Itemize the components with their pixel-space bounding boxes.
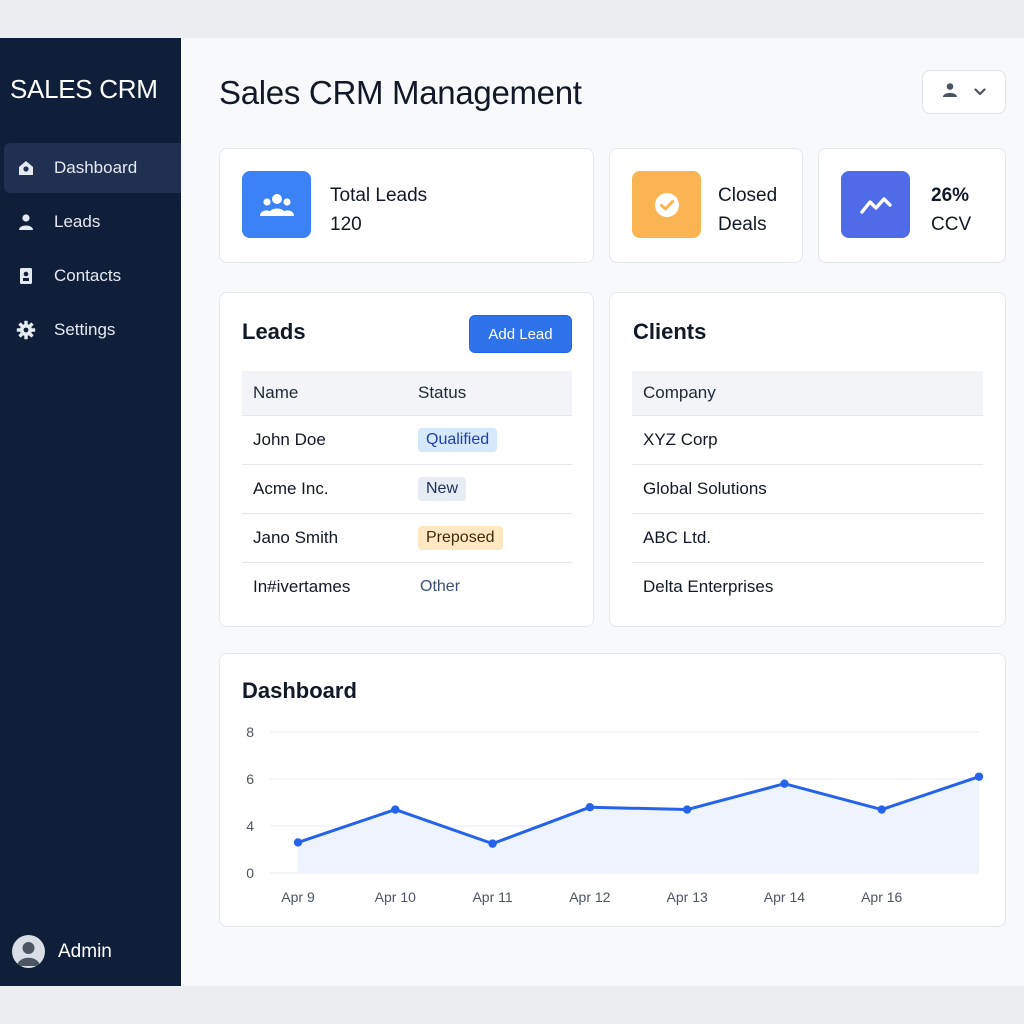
x-tick-label: Apr 16 bbox=[861, 889, 902, 905]
x-tick-label: Apr 13 bbox=[667, 889, 708, 905]
y-tick-label: 0 bbox=[246, 865, 254, 881]
data-point[interactable] bbox=[780, 779, 789, 788]
column-header-status[interactable]: Status bbox=[407, 371, 572, 415]
contact-card-icon bbox=[16, 266, 36, 286]
user-icon bbox=[16, 212, 36, 232]
company-name: XYZ Corp bbox=[632, 414, 983, 464]
lead-name: In#ivertames bbox=[242, 561, 407, 611]
x-tick-label: Apr 11 bbox=[472, 889, 512, 905]
table-row[interactable]: John Doe Qualified bbox=[242, 414, 572, 464]
leads-card: Leads Add Lead Name Status John Doe Qual… bbox=[219, 292, 594, 627]
data-point[interactable] bbox=[682, 805, 692, 814]
main-content: Sales CRM Management bbox=[181, 38, 1024, 986]
y-tick-label: 8 bbox=[246, 724, 254, 740]
company-name: Delta Enterprises bbox=[632, 561, 983, 611]
sidebar-item-label: Leads bbox=[54, 212, 101, 231]
status-badge: Preposed bbox=[418, 525, 503, 550]
company-name: ABC Ltd. bbox=[632, 512, 983, 562]
trend-icon bbox=[841, 171, 910, 238]
y-tick-label: 6 bbox=[246, 771, 254, 787]
sidebar-item-dashboard[interactable]: Dashboard bbox=[4, 143, 181, 193]
x-tick-label: Apr 9 bbox=[281, 889, 315, 905]
data-point[interactable] bbox=[877, 805, 886, 814]
leads-title: Leads bbox=[242, 319, 306, 344]
stat-value: 26% bbox=[931, 185, 970, 206]
x-tick-label: Apr 14 bbox=[764, 889, 805, 905]
table-row[interactable]: XYZ Corp bbox=[632, 414, 983, 464]
stat-value: 120 bbox=[330, 214, 362, 235]
clients-title: Clients bbox=[633, 319, 707, 344]
home-icon bbox=[16, 158, 36, 178]
table-row[interactable]: Global Solutions bbox=[632, 463, 983, 513]
chart-title: Dashboard bbox=[242, 678, 357, 703]
leads-table: Name Status John Doe Qualified Acme Inc.… bbox=[242, 371, 572, 611]
app-window: SALES CRM Dashboard Leads Contacts bbox=[0, 38, 1024, 986]
sidebar-item-label: Dashboard bbox=[54, 158, 138, 177]
sidebar-item-label: Settings bbox=[54, 320, 116, 339]
clients-table: Company XYZ Corp Global Solutions ABC Lt… bbox=[632, 371, 983, 611]
stat-card-closed-deals: Closed Deals bbox=[609, 148, 803, 263]
data-point[interactable] bbox=[974, 772, 984, 781]
brand-logo: SALES CRM bbox=[10, 74, 158, 104]
user-profile[interactable]: Admin bbox=[12, 935, 112, 968]
series-line bbox=[297, 775, 980, 846]
stat-label: CCV bbox=[931, 214, 972, 235]
table-row[interactable]: Acme Inc. New bbox=[242, 463, 572, 513]
data-point[interactable] bbox=[391, 805, 400, 814]
sidebar-item-settings[interactable]: Settings bbox=[4, 305, 181, 355]
stat-label: Total Leads bbox=[330, 185, 428, 206]
lead-name: Jano Smith bbox=[242, 512, 407, 562]
status-badge: Qualified bbox=[418, 427, 498, 452]
check-circle-icon bbox=[632, 171, 701, 238]
column-header-company[interactable]: Company bbox=[632, 371, 983, 415]
stat-label: Closed bbox=[718, 185, 778, 206]
y-tick-label: 4 bbox=[246, 818, 254, 834]
users-icon bbox=[242, 171, 311, 238]
stat-label: Deals bbox=[718, 214, 767, 235]
x-tick-label: Apr 12 bbox=[569, 889, 610, 905]
status-badge: New bbox=[418, 476, 467, 501]
lead-name: John Doe bbox=[242, 414, 407, 464]
user-menu-button[interactable] bbox=[922, 70, 1006, 114]
x-tick-label: Apr 10 bbox=[375, 889, 416, 905]
dashboard-chart-card: Dashboard 0 4 6 8 Apr 9 Apr 10 Apr 11 Apr 12 Apr… bbox=[219, 653, 1006, 927]
user-name: Admin bbox=[58, 940, 112, 962]
add-lead-button[interactable]: Add Lead bbox=[469, 315, 572, 353]
stat-card-total-leads: Total Leads 120 bbox=[219, 148, 594, 263]
page-title: Sales CRM Management bbox=[219, 74, 582, 111]
column-header-name[interactable]: Name bbox=[242, 371, 407, 415]
stat-card-ccv: 26% CCV bbox=[818, 148, 1006, 263]
sidebar: SALES CRM Dashboard Leads Contacts bbox=[0, 38, 181, 986]
table-row[interactable]: Jano Smith Preposed bbox=[242, 512, 572, 562]
line-chart: 0 4 6 8 Apr 9 Apr 10 Apr 11 Apr 12 Apr 13 Apr 14 A… bbox=[246, 724, 984, 905]
clients-card: Clients Company XYZ Corp Global Solution… bbox=[609, 292, 1006, 627]
data-point[interactable] bbox=[488, 839, 497, 848]
series-area bbox=[298, 776, 979, 873]
sidebar-item-label: Contacts bbox=[54, 266, 122, 285]
status-badge: Other bbox=[420, 577, 461, 595]
sidebar-item-leads[interactable]: Leads bbox=[4, 197, 181, 247]
data-point[interactable] bbox=[293, 838, 303, 847]
table-row[interactable]: Delta Enterprises bbox=[632, 561, 983, 611]
gear-icon bbox=[16, 320, 36, 340]
lead-name: Acme Inc. bbox=[242, 463, 407, 513]
chevron-down-icon bbox=[974, 83, 986, 101]
company-name: Global Solutions bbox=[632, 463, 983, 513]
sidebar-nav: Dashboard Leads Contacts bbox=[4, 143, 181, 359]
avatar bbox=[12, 935, 45, 968]
table-row[interactable]: ABC Ltd. bbox=[632, 512, 983, 562]
table-row[interactable]: In#ivertames Other bbox=[242, 561, 572, 611]
user-icon bbox=[942, 82, 958, 103]
data-point[interactable] bbox=[585, 803, 595, 812]
sidebar-item-contacts[interactable]: Contacts bbox=[4, 251, 181, 301]
